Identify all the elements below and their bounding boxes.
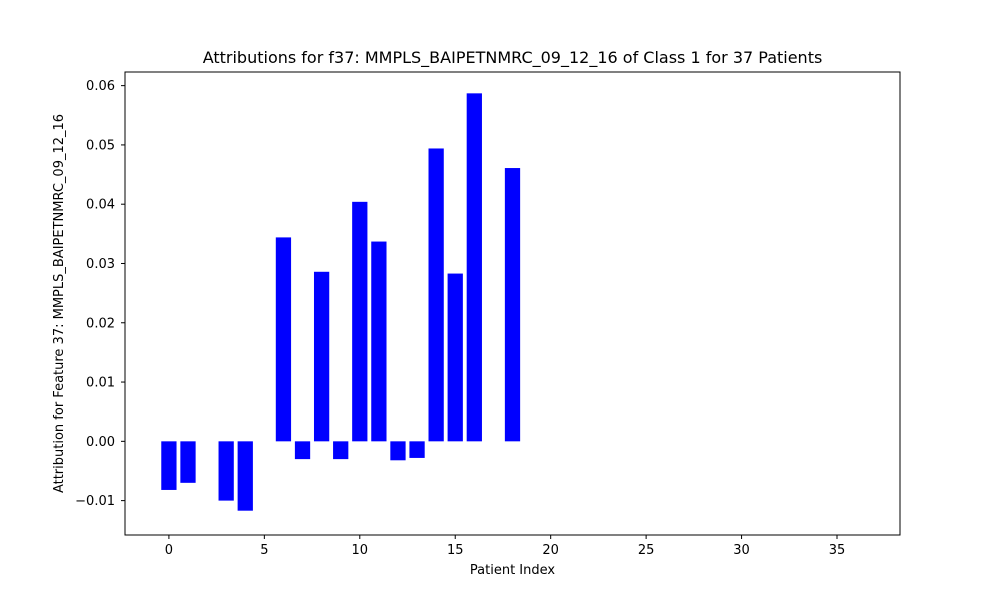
x-tick-label: 30 [733, 543, 750, 558]
bar-patient-14 [428, 148, 444, 442]
y-tick-label: 0.01 [86, 376, 115, 391]
x-tick-label: 20 [542, 543, 559, 558]
bar-patient-12 [390, 441, 406, 461]
bar-patient-7 [294, 441, 311, 460]
bar-patient-4 [237, 441, 253, 511]
bar-patient-9 [333, 441, 349, 460]
bar-patient-16 [466, 93, 482, 442]
x-axis-ticks: 0 5 10 15 20 25 30 35 [165, 535, 846, 558]
bar-patient-15 [447, 273, 463, 442]
bar-patient-0 [161, 441, 177, 490]
bar-patient-10 [352, 201, 368, 442]
bar-patient-11 [371, 241, 387, 442]
y-tick-label: 0.03 [86, 257, 115, 272]
x-tick-label: 35 [829, 543, 846, 558]
plot-area-frame [124, 71, 901, 536]
y-tick-label: −0.01 [75, 494, 115, 509]
bar-patient-1 [180, 441, 196, 483]
y-tick-label: 0.04 [86, 198, 115, 213]
bar-patient-13 [409, 441, 425, 458]
bar-patient-3 [218, 441, 234, 501]
x-axis-label: Patient Index [470, 563, 555, 578]
y-tick-label: 0.06 [86, 79, 115, 94]
bars-group [161, 93, 521, 511]
x-tick-label: 25 [638, 543, 655, 558]
y-axis-ticks: −0.01 0.00 0.01 0.02 0.03 0.04 0.05 0.06 [75, 79, 125, 509]
x-tick-label: 15 [447, 543, 464, 558]
x-tick-label: 10 [352, 543, 369, 558]
y-tick-label: 0.00 [86, 435, 115, 450]
y-tick-label: 0.05 [86, 138, 115, 153]
y-axis-label: Attribution for Feature 37: MMPLS_BAIPET… [52, 114, 67, 493]
chart-title: Attributions for f37: MMPLS_BAIPETNMRC_0… [203, 48, 823, 68]
bar-patient-8 [313, 271, 330, 442]
y-tick-label: 0.02 [86, 316, 115, 331]
bar-patient-6 [275, 237, 292, 442]
x-tick-label: 0 [165, 543, 173, 558]
bar-patient-18 [504, 168, 521, 442]
x-tick-label: 5 [260, 543, 268, 558]
